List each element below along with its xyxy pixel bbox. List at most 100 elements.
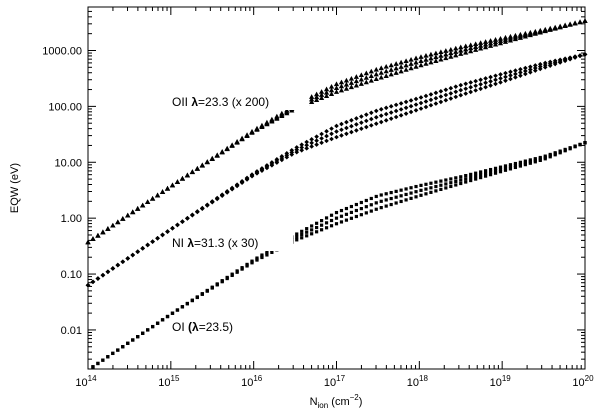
square-point bbox=[190, 298, 194, 302]
square-point bbox=[324, 216, 329, 220]
triangle-point bbox=[468, 42, 474, 48]
diamond-point bbox=[423, 93, 429, 99]
triangle-point bbox=[408, 65, 414, 71]
triangle-point bbox=[259, 122, 265, 128]
square-point bbox=[374, 207, 378, 211]
diamond-point bbox=[244, 175, 250, 181]
diamond-point bbox=[463, 91, 469, 96]
triangle-point bbox=[363, 70, 369, 76]
triangle-point bbox=[353, 82, 359, 88]
triangle-point bbox=[85, 239, 91, 245]
diamond-point bbox=[319, 140, 324, 146]
triangle-point bbox=[557, 23, 563, 29]
square-point bbox=[215, 282, 219, 286]
triangle-point bbox=[189, 169, 195, 174]
square-point bbox=[101, 358, 105, 362]
diamond-point bbox=[190, 212, 195, 218]
diamond-point bbox=[408, 109, 414, 115]
square-point bbox=[449, 177, 453, 181]
triangle-point bbox=[209, 155, 215, 161]
triangle-point bbox=[398, 68, 404, 74]
diamond-point bbox=[249, 172, 255, 177]
axis-ticks bbox=[87, 6, 586, 370]
diamond-point bbox=[533, 68, 538, 73]
triangle-point bbox=[463, 49, 469, 55]
triangle-point bbox=[492, 39, 499, 45]
square-point bbox=[429, 190, 433, 194]
square-point bbox=[508, 163, 513, 167]
square-point bbox=[374, 194, 378, 199]
diamond-point bbox=[359, 126, 364, 132]
series-labels: OII λ=23.3 (x 200) NI λ=31.3 (x 30) OI (λ=… bbox=[169, 94, 309, 335]
triangle-point bbox=[224, 145, 230, 151]
square-point bbox=[394, 189, 398, 193]
triangle-point bbox=[318, 92, 325, 97]
diamond-point bbox=[453, 89, 459, 95]
diamond-point bbox=[95, 276, 101, 281]
diamond-point bbox=[473, 78, 478, 84]
y-tick-label: 1000.00 bbox=[42, 45, 82, 57]
diamond-point bbox=[413, 96, 419, 102]
diamond-point bbox=[433, 101, 439, 106]
diamond-point bbox=[359, 120, 364, 125]
square-point bbox=[513, 165, 518, 170]
x-tick-label: 1015 bbox=[158, 374, 180, 389]
triangle-point bbox=[179, 175, 186, 181]
triangle-point bbox=[323, 93, 330, 98]
square-point bbox=[146, 328, 150, 332]
square-point bbox=[498, 167, 503, 172]
diamond-point bbox=[493, 81, 498, 87]
square-point bbox=[449, 184, 453, 189]
triangle-point bbox=[438, 53, 444, 58]
triangle-point bbox=[373, 71, 379, 77]
square-point bbox=[394, 195, 398, 199]
triangle-point bbox=[423, 61, 429, 66]
square-point bbox=[493, 169, 498, 173]
square-point bbox=[404, 192, 408, 197]
triangle-point bbox=[333, 89, 340, 94]
triangle-point bbox=[353, 74, 359, 79]
diamond-point bbox=[438, 99, 444, 105]
y-tick-labels: 0.01 0.10 1.00 10.00 100.00 1000.00 bbox=[42, 45, 82, 336]
square-point bbox=[235, 269, 239, 273]
diamond-point bbox=[115, 262, 121, 268]
diamond-point bbox=[398, 101, 404, 106]
square-point bbox=[344, 218, 349, 222]
triangle-point bbox=[343, 81, 350, 87]
diamond-point bbox=[125, 256, 131, 261]
triangle-point bbox=[264, 119, 270, 125]
diamond-point bbox=[324, 138, 329, 144]
square-point bbox=[310, 228, 314, 232]
square-point bbox=[300, 229, 304, 233]
diamond-point bbox=[413, 102, 419, 107]
diamond-point bbox=[458, 82, 464, 88]
y-tick-label: 0.01 bbox=[61, 325, 82, 337]
triangle-point bbox=[473, 41, 479, 46]
diamond-point bbox=[582, 52, 588, 57]
diamond-point bbox=[448, 96, 454, 101]
triangle-point bbox=[309, 96, 315, 102]
diamond-point bbox=[388, 110, 394, 115]
triangle-point bbox=[328, 83, 335, 89]
square-point bbox=[339, 208, 344, 213]
square-point bbox=[404, 187, 408, 191]
diamond-point bbox=[443, 87, 449, 93]
diamond-point bbox=[314, 142, 319, 147]
triangle-point bbox=[468, 48, 474, 54]
diamond-point bbox=[533, 65, 538, 71]
triangle-point bbox=[562, 22, 568, 28]
diamond-point bbox=[398, 107, 404, 112]
triangle-point bbox=[443, 55, 449, 61]
square-point bbox=[578, 142, 582, 146]
triangle-point bbox=[204, 159, 210, 164]
triangle-point bbox=[438, 56, 444, 62]
diamond-point bbox=[403, 99, 409, 105]
diamond-point bbox=[508, 76, 513, 82]
triangle-point bbox=[522, 30, 528, 36]
diamond-point bbox=[458, 87, 464, 93]
triangle-point bbox=[413, 55, 419, 61]
diamond-point bbox=[294, 149, 300, 155]
diamond-point bbox=[289, 148, 295, 153]
diamond-point bbox=[443, 97, 449, 103]
diamond-point bbox=[354, 128, 359, 133]
